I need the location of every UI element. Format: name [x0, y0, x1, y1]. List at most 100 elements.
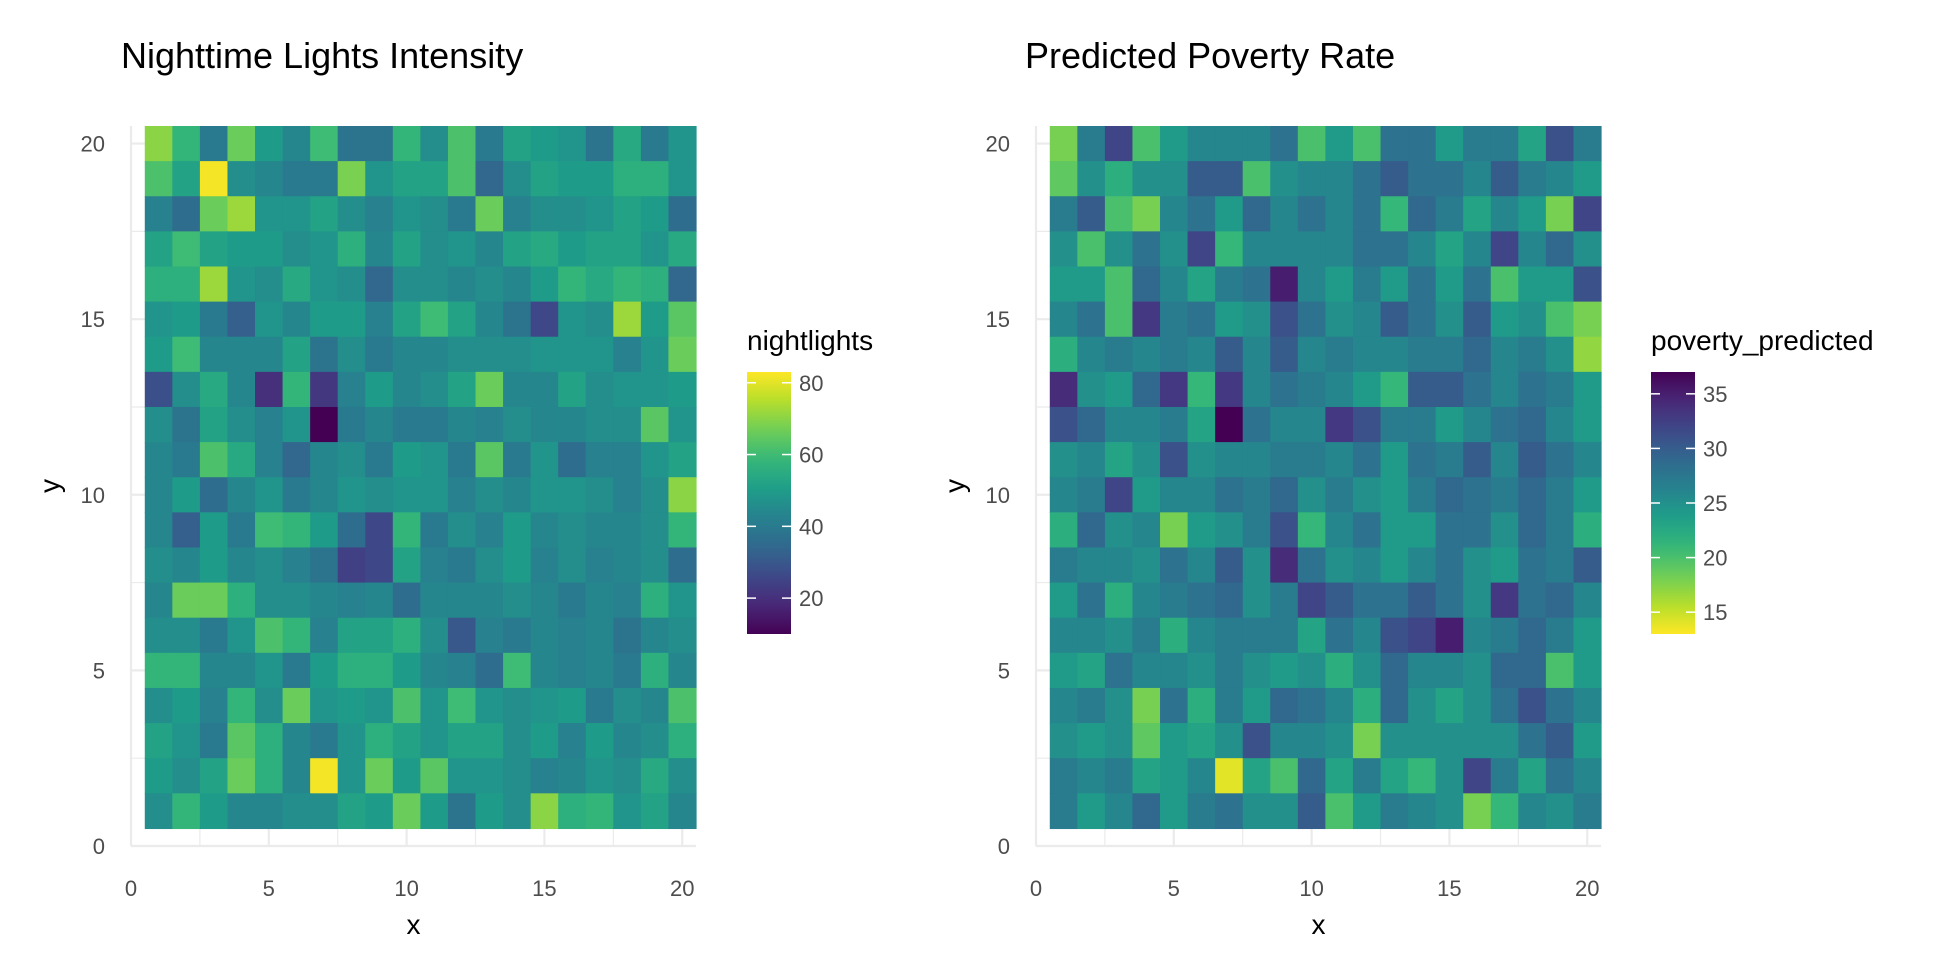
- heatmap-cell: [172, 231, 201, 268]
- heatmap-cell: [392, 723, 421, 759]
- heatmap-cell: [282, 161, 311, 197]
- heatmap-cell: [1187, 652, 1216, 689]
- heatmap-cell: [172, 301, 201, 338]
- heatmap-cell: [172, 161, 201, 197]
- heatmap-cell: [447, 687, 477, 724]
- heatmap-cell: [558, 477, 587, 513]
- heatmap-cell: [420, 617, 449, 654]
- heatmap-cell: [585, 582, 614, 619]
- heatmap-cell: [255, 582, 284, 619]
- heatmap-cell: [310, 161, 339, 197]
- heatmap-cell: [1049, 301, 1078, 338]
- heatmap-cell: [530, 336, 559, 373]
- heatmap-cell: [1104, 442, 1134, 478]
- heatmap-cell: [1132, 406, 1161, 443]
- x-tick-label: 15: [1437, 876, 1461, 901]
- heatmap-cell: [227, 477, 256, 513]
- heatmap-cell: [1297, 406, 1326, 443]
- heatmap-cell: [172, 371, 201, 408]
- heatmap-cell: [447, 793, 477, 830]
- heatmap-cell: [1049, 758, 1078, 794]
- heatmap-cell: [337, 371, 366, 408]
- heatmap-cell: [1573, 301, 1602, 338]
- heatmap-cell: [392, 758, 421, 794]
- heatmap-cell: [1132, 723, 1161, 759]
- heatmap-cell: [613, 687, 642, 724]
- heatmap-cell: [1104, 301, 1134, 338]
- heatmap-cell: [1490, 161, 1519, 197]
- heatmap-cell: [144, 582, 173, 619]
- heatmap-cell: [503, 687, 532, 724]
- heatmap-cell: [282, 723, 311, 759]
- heatmap-cell: [1104, 196, 1134, 232]
- heatmap-cell: [1435, 231, 1464, 268]
- heatmap-cell: [337, 582, 366, 619]
- heatmap-cell: [1187, 266, 1216, 303]
- heatmap-cell: [1270, 758, 1299, 794]
- heatmap-cell: [585, 723, 614, 759]
- heatmap-cell: [1270, 336, 1299, 373]
- heatmap-cell: [365, 371, 394, 408]
- heatmap-cell: [365, 196, 394, 232]
- heatmap-cell: [1215, 266, 1244, 303]
- heatmap-cell: [1104, 161, 1134, 197]
- heatmap-cell: [1132, 477, 1161, 513]
- heatmap-cell: [255, 266, 284, 303]
- heatmap-cell: [1408, 793, 1437, 830]
- heatmap-cell: [558, 723, 587, 759]
- y-tick-label: 15: [986, 307, 1010, 332]
- heatmap-cell: [282, 582, 311, 619]
- heatmap-cell: [668, 652, 697, 689]
- heatmap-cell: [447, 442, 477, 478]
- heatmap-cell: [1408, 723, 1437, 759]
- heatmap-cell: [144, 477, 173, 513]
- heatmap-cell: [310, 231, 339, 268]
- heatmap-cell: [365, 336, 394, 373]
- heatmap-cell: [1573, 758, 1602, 794]
- heatmap-cell: [1297, 758, 1326, 794]
- heatmap-cell: [1490, 442, 1519, 478]
- heatmap-cell: [337, 196, 366, 232]
- heatmap-cell: [1077, 617, 1106, 654]
- heatmap-cell: [1242, 758, 1271, 794]
- heatmap-cell: [1380, 582, 1409, 619]
- x-tick-label: 5: [1168, 876, 1180, 901]
- heatmap-cell: [530, 406, 559, 443]
- heatmap-cell: [1518, 793, 1547, 830]
- heatmap-cell: [1242, 126, 1271, 162]
- heatmap-cell: [255, 723, 284, 759]
- heatmap-cell: [530, 126, 559, 162]
- heatmap-cell: [1408, 582, 1437, 619]
- heatmap-cell: [144, 336, 173, 373]
- heatmap-cell: [475, 512, 504, 549]
- heatmap-cell: [1573, 161, 1602, 197]
- heatmap-cell: [227, 758, 256, 794]
- heatmap-cell: [1187, 723, 1216, 759]
- heatmap-cell: [172, 512, 201, 549]
- heatmap-cell: [1132, 582, 1161, 619]
- heatmap-cell: [1325, 617, 1354, 654]
- heatmap-cell: [392, 161, 421, 197]
- heatmap-cell: [199, 371, 229, 408]
- heatmap-cell: [227, 687, 256, 724]
- heatmap-cell: [1077, 231, 1106, 268]
- legend-gradient: [747, 372, 791, 634]
- heatmap-cell: [1215, 477, 1244, 513]
- heatmap-cell: [282, 547, 311, 584]
- heatmap-cell: [613, 477, 642, 513]
- heatmap-cell: [1463, 582, 1492, 619]
- heatmap-cell: [1104, 687, 1134, 724]
- heatmap-cell: [255, 687, 284, 724]
- heatmap-cell: [668, 723, 697, 759]
- heatmap-cell: [503, 336, 532, 373]
- heatmap-cell: [144, 301, 173, 338]
- heatmap-cell: [1160, 231, 1189, 268]
- heatmap-cell: [337, 687, 366, 724]
- heatmap-cell: [447, 758, 477, 794]
- heatmap-cell: [310, 793, 339, 830]
- heatmap-cell: [1049, 336, 1078, 373]
- heatmap-cell: [1573, 617, 1602, 654]
- heatmap-cell: [1049, 687, 1078, 724]
- heatmap-cell: [255, 617, 284, 654]
- heatmap-cell: [310, 582, 339, 619]
